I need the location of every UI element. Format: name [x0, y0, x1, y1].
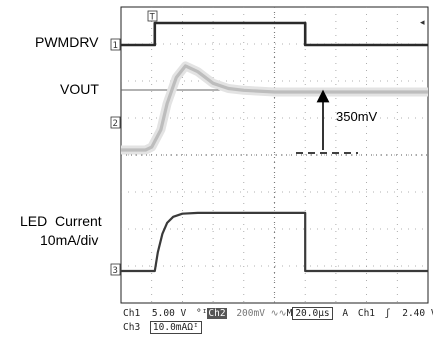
trigger-marker: T: [150, 13, 156, 23]
led-current-scale-label: 10mA/div: [40, 232, 99, 248]
ch2-marker: 2: [113, 119, 118, 129]
status-bar-row1: Ch1 5.00 V °ᴵCh2 200mV ∿∿M 20.0µs A Ch1 ʃ…: [123, 307, 433, 320]
vout-trace: [121, 64, 428, 152]
trigger-position-arrow: ◂: [420, 18, 425, 28]
trigger-marker-box: [147, 10, 158, 22]
ch3-name: Ch3: [123, 322, 141, 333]
ch2-coupling-icon: °ᴵ: [195, 308, 208, 319]
traces-group: [121, 21, 428, 273]
pwmdrv-label: PWMDRV: [35, 34, 99, 50]
ch2-name: Ch2: [207, 308, 227, 319]
bandwidth-limit-icon: ∿∿: [270, 308, 287, 319]
timebase-value: 20.0µs: [292, 307, 333, 320]
status-bar-row2: Ch3 10.0mAΩᴵ: [123, 321, 202, 334]
ch1-marker: 1: [113, 41, 118, 51]
scope-grid: [121, 7, 428, 303]
led-current-trace: [121, 211, 428, 273]
ch1-marker-box: [110, 38, 121, 51]
trigger-level: 2.40 V: [402, 308, 433, 319]
pwmdrv-trace: [121, 21, 428, 47]
ch1-name: Ch1: [123, 308, 141, 319]
ch3-marker: 3: [113, 266, 118, 276]
annotation-label: 350mV: [336, 109, 378, 124]
led-current-label: LED Current: [20, 213, 102, 229]
ch1-scale: 5.00 V: [151, 308, 187, 319]
vout-label: VOUT: [60, 81, 99, 97]
ch3-scale: 10.0mAΩᴵ: [149, 321, 202, 334]
trigger-slope-icon: ʃ: [384, 308, 391, 319]
trigger-channel: Ch1: [357, 308, 376, 319]
ch2-marker-box: [110, 116, 121, 129]
timebase-label: M: [286, 308, 293, 319]
trigger-mode: A: [342, 308, 349, 319]
ch2-scale: 200mV: [236, 308, 265, 319]
ch3-marker-box: [110, 263, 121, 276]
